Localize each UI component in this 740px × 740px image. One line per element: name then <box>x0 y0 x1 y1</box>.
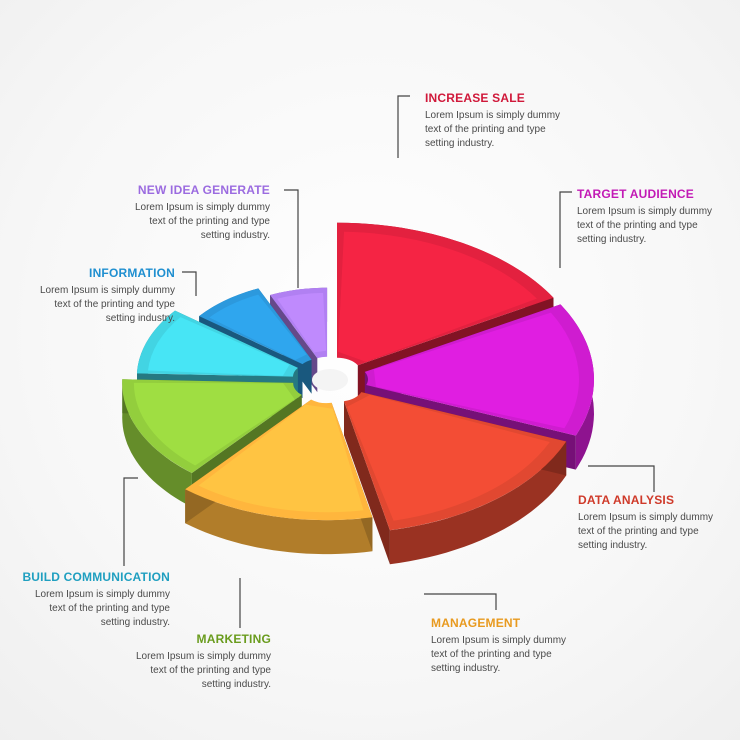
slice-desc-line: Lorem Ipsum is simply dummy <box>136 651 271 662</box>
leader-information <box>182 271 197 296</box>
slice-label-marketing: MARKETING <box>197 632 271 646</box>
slice-top-face <box>277 292 327 353</box>
slice-top-face <box>338 231 537 362</box>
labels: INCREASE SALE Lorem Ipsum is simply dumm… <box>22 91 713 690</box>
slice-desc-line: setting industry. <box>578 540 647 551</box>
pie-slice-management <box>185 399 373 555</box>
slice-desc-line: setting industry. <box>431 663 500 674</box>
pie-slices <box>122 222 595 565</box>
slice-top-face <box>133 382 295 466</box>
slice-label-new-idea-generate: NEW IDEA GENERATE <box>138 183 270 197</box>
pie-slice-data-analysis <box>344 392 567 565</box>
slice-top-face <box>373 312 579 429</box>
slice-desc-line: Lorem Ipsum is simply dummy <box>40 285 175 296</box>
slice-desc-line: text of the printing and type <box>578 526 699 537</box>
slice-top-face <box>347 394 550 521</box>
slice-cut-face <box>344 401 390 565</box>
slice-top-face <box>209 294 307 360</box>
slice-desc-line: setting industry. <box>425 138 494 149</box>
slice-desc-line: Lorem Ipsum is simply dummy <box>135 202 270 213</box>
slice-desc-line: setting industry. <box>202 679 271 690</box>
leader-management <box>424 593 497 610</box>
slice-label-information: INFORMATION <box>89 266 175 280</box>
slice-desc-line: Lorem Ipsum is simply dummy <box>425 110 560 121</box>
slice-desc-line: Lorem Ipsum is simply dummy <box>578 512 713 523</box>
slice-top-face <box>148 317 290 376</box>
slice-label-increase-sale: INCREASE SALE <box>425 91 525 105</box>
slice-desc-line: Lorem Ipsum is simply dummy <box>431 635 566 646</box>
slice-desc-line: Lorem Ipsum is simply dummy <box>577 206 712 217</box>
leader-data-analysis <box>588 465 655 492</box>
slice-desc-line: text of the printing and type <box>149 216 270 227</box>
leader-lines <box>123 95 655 628</box>
slice-desc-line: text of the printing and type <box>425 124 546 135</box>
slice-side-wall <box>389 441 567 565</box>
slice-side-wall <box>185 489 373 555</box>
pie-center-hole <box>312 369 348 391</box>
slice-label-data-analysis: DATA ANALYSIS <box>578 493 674 507</box>
slice-label-build-communication: BUILD COMMUNICATION <box>22 570 170 584</box>
slice-side-wall <box>122 379 192 507</box>
slice-desc-line: Lorem Ipsum is simply dummy <box>35 589 170 600</box>
slice-desc-line: text of the printing and type <box>431 649 552 660</box>
leader-new-idea <box>284 189 299 288</box>
leader-build-communication <box>123 477 138 566</box>
slice-desc-line: setting industry. <box>201 230 270 241</box>
slice-desc-line: setting industry. <box>106 313 175 324</box>
slice-desc-line: text of the printing and type <box>49 603 170 614</box>
slice-desc-line: setting industry. <box>577 234 646 245</box>
leader-increase-sale <box>397 95 410 158</box>
slice-top-face <box>198 404 364 513</box>
slice-desc-line: setting industry. <box>101 617 170 628</box>
leader-target-audience <box>559 191 572 268</box>
slice-desc-line: text of the printing and type <box>577 220 698 231</box>
slice-label-target-audience: TARGET AUDIENCE <box>577 187 694 201</box>
slice-desc-line: text of the printing and type <box>54 299 175 310</box>
slice-label-management: MANAGEMENT <box>431 616 521 630</box>
slice-desc-line: text of the printing and type <box>150 665 271 676</box>
